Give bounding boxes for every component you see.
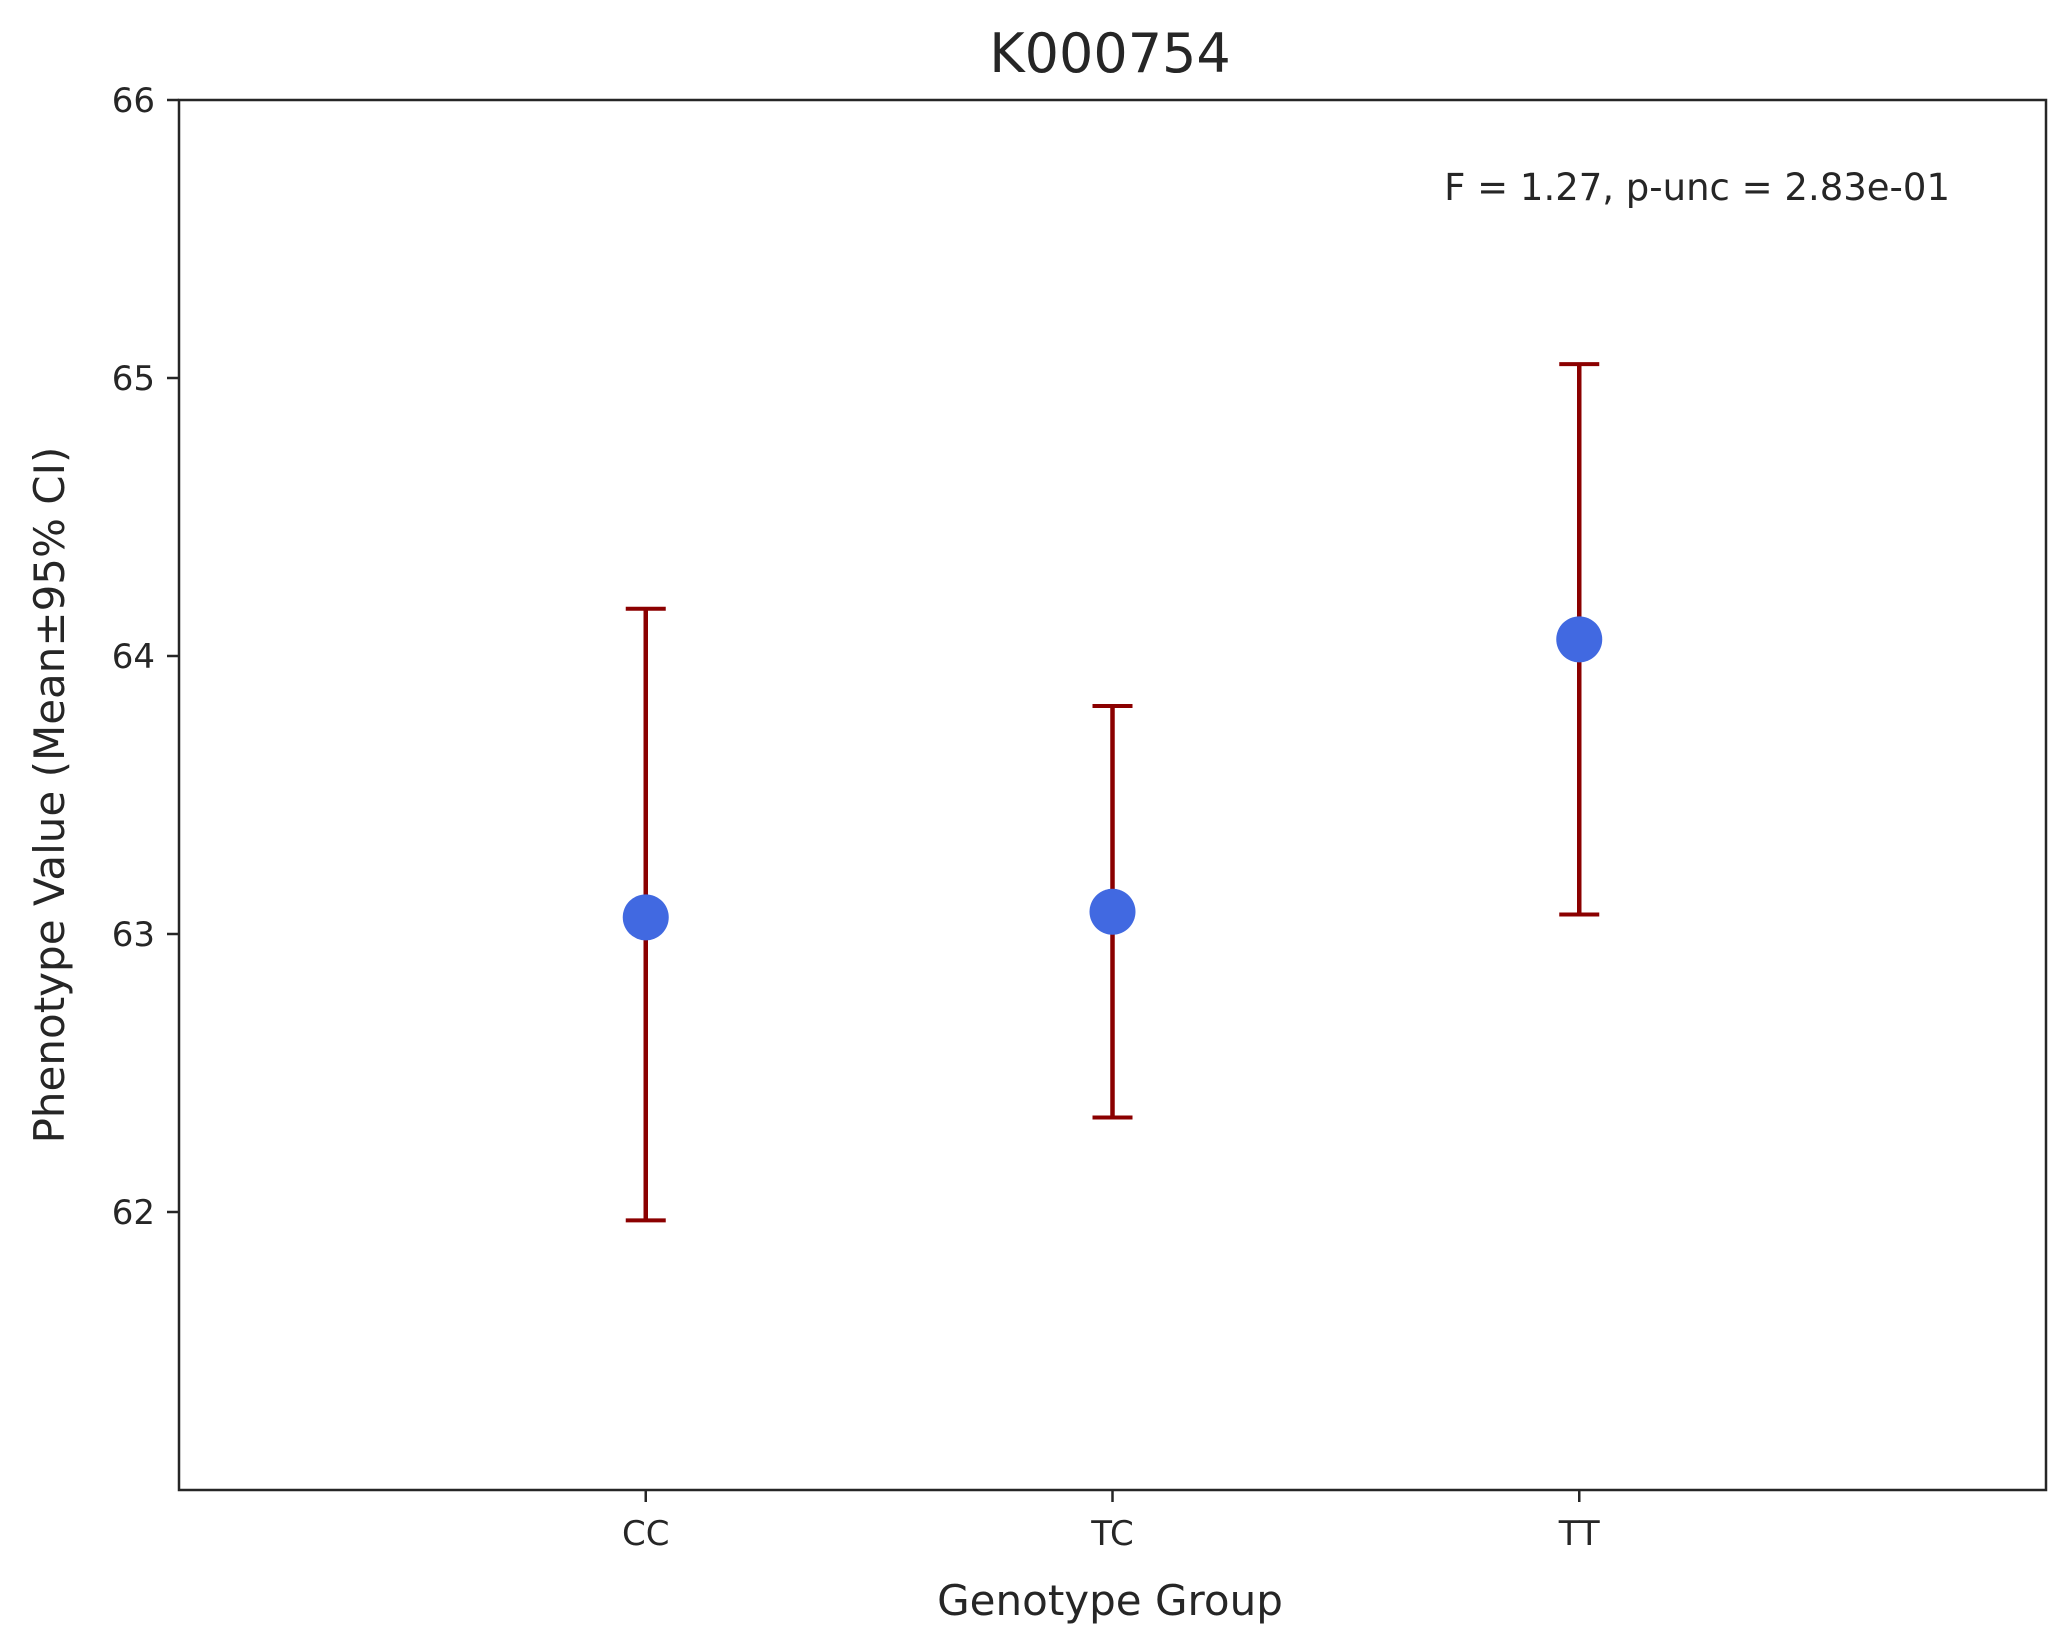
x-tick-label: TC [1090,1514,1134,1554]
y-tick-label: 62 [112,1193,155,1233]
y-tick-label: 66 [112,81,155,121]
mean-point-cc [622,894,669,941]
mean-point-tc [1089,888,1136,935]
y-axis-ticks: 62 63 64 65 66 [112,81,179,1233]
y-tick-label: 65 [112,359,155,399]
y-tick-label: 63 [112,915,155,955]
mean-point-tt [1556,616,1603,663]
x-axis-ticks: CC TC TT [622,1490,1600,1554]
data-marks [622,362,1603,1223]
x-tick-label: CC [622,1514,669,1554]
anova-annotation: F = 1.27, p-unc = 2.83e-01 [1444,166,1950,209]
chart-title: K000754 [989,22,1231,85]
y-tick-label: 64 [112,637,155,677]
x-axis-label: Genotype Group [937,1576,1283,1625]
x-tick-label: TT [1558,1514,1600,1554]
y-axis-label: Phenotype Value (Mean±95% CI) [25,447,74,1144]
